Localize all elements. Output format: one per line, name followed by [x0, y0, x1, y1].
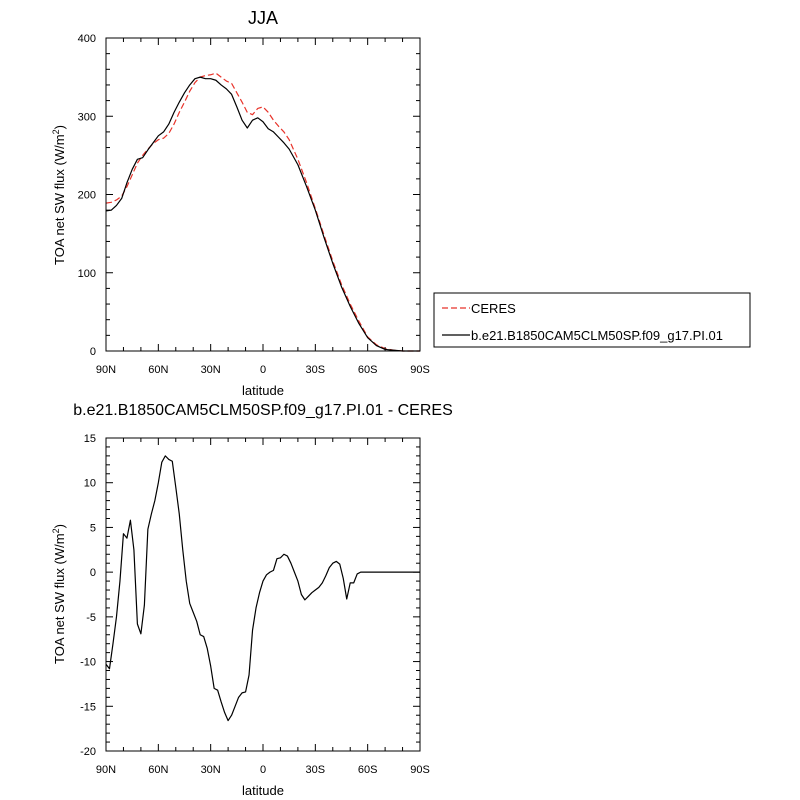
top-xtick-label: 0: [260, 364, 266, 376]
top-ytick-label: 100: [78, 268, 96, 280]
bottom-xtick-label: 30N: [201, 764, 221, 776]
bottom-xtick-label: 60S: [358, 764, 378, 776]
top-ytick-label: 400: [78, 33, 96, 45]
top-xtick-label: 30N: [201, 364, 221, 376]
top-ytick-label: 200: [78, 190, 96, 202]
top-ytick-label: 300: [78, 111, 96, 123]
bottom-series-line-0: [105, 455, 420, 722]
legend: CERES b.e21.B1850CAM5CLM50SP.f09_g17.PI.…: [433, 292, 751, 348]
bottom-xtick-label: 0: [260, 764, 266, 776]
bottom-plot-frame: [105, 437, 421, 752]
bottom-xtick-label: 60N: [148, 764, 168, 776]
bottom-panel: b.e21.B1850CAM5CLM50SP.f09_g17.PI.01 - C…: [51, 402, 453, 798]
bottom-xtick-label: 90N: [96, 764, 116, 776]
top-series-line-0: [105, 72, 420, 352]
legend-box: [433, 292, 751, 348]
top-xtick-label: 90N: [96, 364, 116, 376]
top-xtick-label: 90S: [410, 364, 430, 376]
bottom-ytick-label: -5: [86, 612, 96, 624]
legend-label-ceres: CERES: [471, 301, 516, 316]
top-xtick-label: 60S: [358, 364, 378, 376]
top-chart-title: JJA: [248, 8, 278, 28]
top-xtick-label: 30S: [306, 364, 326, 376]
bottom-ytick-label: 10: [84, 478, 96, 490]
bottom-xtick-label: 90S: [410, 764, 430, 776]
bottom-chart-title: b.e21.B1850CAM5CLM50SP.f09_g17.PI.01 - C…: [73, 402, 453, 419]
bottom-ytick-label: -10: [80, 657, 96, 669]
bottom-ytick-label: 5: [90, 522, 96, 534]
top-panel: JJA 90N 60N 30N 0 30S 60S 90S 0 100 200 300 400 lat…: [51, 8, 751, 398]
top-plot-lines: [105, 72, 420, 352]
bottom-y-axis-label: TOA net SW flux (W/m2): [51, 524, 67, 664]
bottom-plot-lines: [105, 455, 420, 722]
top-ytick-label: 0: [90, 346, 96, 358]
top-x-axis-label: latitude: [242, 383, 284, 398]
bottom-xtick-label: 30S: [306, 764, 326, 776]
bottom-axis-ticks: 90N 60N 30N 0 30S 60S 90S -20 -15 -10 -5 0 5 10 15: [80, 433, 430, 776]
legend-label-model: b.e21.B1850CAM5CLM50SP.f09_g17.PI.01: [471, 328, 723, 343]
top-axis-ticks: 90N 60N 30N 0 30S 60S 90S 0 100 200 300 400: [78, 33, 430, 376]
top-y-axis-label: TOA net SW flux (W/m2): [51, 125, 67, 265]
top-plot-frame: [105, 37, 421, 352]
bottom-ytick-label: -15: [80, 701, 96, 713]
bottom-ytick-label: 15: [84, 433, 96, 445]
bottom-ytick-label: 0: [90, 567, 96, 579]
bottom-x-axis-label: latitude: [242, 783, 284, 798]
top-series-line-1: [105, 76, 420, 352]
top-xtick-label: 60N: [148, 364, 168, 376]
bottom-ytick-label: -20: [80, 746, 96, 758]
